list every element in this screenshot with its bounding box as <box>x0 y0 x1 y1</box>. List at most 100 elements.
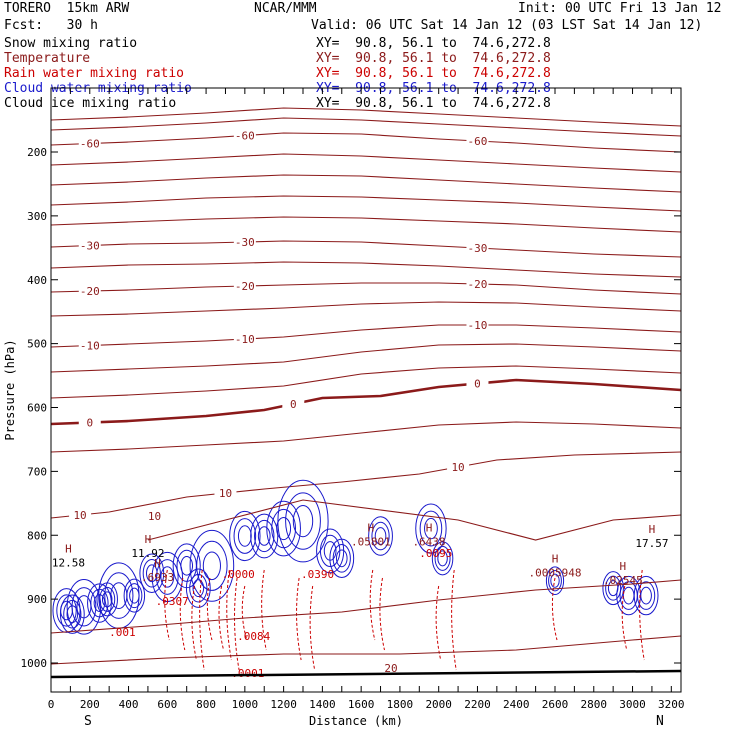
cloud-water-contour <box>229 510 261 562</box>
isotherm--3 <box>50 365 682 399</box>
y-tick-label: 600 <box>27 402 47 415</box>
cloud-water-contour <box>335 549 348 568</box>
isotherm-label--20: -20 <box>235 280 255 293</box>
isotherm--30 <box>50 240 682 258</box>
temperature-isotherms: -60 -60 -60 -30 -30 -30 -20 -20 -20 -10 -10 -10 0 0 0 1… <box>50 107 682 522</box>
cloud-water-contour <box>104 572 134 619</box>
x-axis-label: Distance (km) <box>309 714 403 728</box>
h-marker-value: .02545 <box>603 574 643 587</box>
cloud-water-contour <box>160 566 175 588</box>
cloud-water-contour <box>59 594 85 634</box>
isotherm-label-0: 0 <box>86 417 93 430</box>
contour-annotation: .0095 <box>419 547 452 560</box>
y-tick-label: 800 <box>27 529 47 542</box>
endpoint-south: S <box>84 714 92 729</box>
rain-water-contour <box>179 577 186 651</box>
legend-cloud-ice-xy: XY= 90.8, 56.1 to 74.6,272.8 <box>316 96 551 111</box>
isotherm--60b <box>50 117 682 137</box>
isotherm-label-10: 10 <box>219 487 232 500</box>
rain-water-contour <box>199 569 205 671</box>
cloud-water-contour <box>156 559 179 595</box>
rain-water-contour <box>621 585 628 651</box>
isotherm-label--20: -20 <box>80 285 100 298</box>
isotherm-label-bg <box>78 137 101 150</box>
contour-annotation: 10 <box>148 510 161 523</box>
cloud-water-contour <box>332 544 351 573</box>
cloud-water-contour <box>123 578 146 613</box>
rain-water-contour <box>379 577 385 651</box>
isotherm--26 <box>50 261 682 278</box>
cloud-water-contour <box>605 575 622 601</box>
rain-water-contour <box>551 577 558 641</box>
low-level-isotherm <box>50 635 682 665</box>
low-level-isotherm <box>147 499 682 541</box>
cloud-water-contour <box>56 594 77 627</box>
cloud-water-contour <box>99 586 116 612</box>
cloud-water-contour <box>237 525 252 547</box>
cloud-water-contour <box>374 527 387 545</box>
h-markers: H12.58H11.92H17.57H.6933H.05801H.6438H.0… <box>52 522 669 587</box>
y-tick-label: 1000 <box>21 657 48 670</box>
x-tick-label: 2200 <box>464 698 491 711</box>
x-tick-label: 3200 <box>658 698 685 711</box>
isotherm-label-0: 0 <box>290 398 297 411</box>
isotherm-label-0: 0 <box>474 378 481 391</box>
isotherm-label--10: -10 <box>468 319 488 332</box>
cloud-water-contour <box>185 568 211 608</box>
isotherm-label-bg <box>78 416 101 429</box>
cloud-water-contour <box>233 518 257 554</box>
h-marker: H <box>154 557 161 570</box>
ground-line <box>50 669 682 679</box>
y-tick-label: 200 <box>27 146 47 159</box>
isotherm--20 <box>50 282 682 295</box>
isotherm-label-bg <box>233 333 256 345</box>
cloud-water-contour <box>437 550 448 567</box>
rain-water-contour <box>309 585 316 671</box>
model-name: TORERO 15km ARW <box>4 1 130 16</box>
rain-water-contour <box>206 577 213 641</box>
isotherm-label--10: -10 <box>235 333 255 346</box>
isotherm--10 <box>50 324 682 348</box>
x-tick-label: 800 <box>196 698 216 711</box>
x-tick-label: 1600 <box>348 698 375 711</box>
legend-temperature-xy: XY= 90.8, 56.1 to 74.6,272.8 <box>316 51 551 66</box>
rain-water-contour <box>191 585 197 661</box>
contour-annotation: .0307 <box>156 595 189 608</box>
isotherm-label-bg <box>78 239 101 252</box>
x-tick-label: 1800 <box>387 698 414 711</box>
isotherm-label--30: -30 <box>80 240 100 253</box>
cloud-water-contour <box>434 545 451 571</box>
rain-water-contour <box>218 585 225 651</box>
low-level-isotherm <box>50 579 682 634</box>
cloud-water-contour <box>254 519 275 553</box>
cloud-water-contour <box>276 516 292 541</box>
isotherm-label--60: -60 <box>235 130 255 143</box>
h-marker: H <box>426 522 433 535</box>
x-tick-label: 2800 <box>581 698 608 711</box>
h-marker: H <box>368 522 375 535</box>
cloud-water-contour <box>71 587 97 627</box>
x-tick-label: 1400 <box>309 698 336 711</box>
cloud-water-contour <box>192 579 205 598</box>
isotherm-label-10: 10 <box>73 509 86 522</box>
cloud-water-contour <box>419 510 443 547</box>
h-marker-value: 11.92 <box>131 547 164 560</box>
valid-time: Valid: 06 UTC Sat 14 Jan 12 (03 LST Sat … <box>311 18 703 33</box>
cloud-water-contour <box>602 571 624 606</box>
legend-rain-label: Rain water mixing ratio <box>4 66 185 81</box>
cloud-water-contour <box>250 513 279 559</box>
cloud-water-contour <box>93 594 106 612</box>
isotherm-3 <box>50 421 682 453</box>
precip-contours: .001 .0307 .0001 .0095 .0000 .0390 .0084 20 10 <box>50 479 682 680</box>
h-marker: H <box>620 560 627 573</box>
cloud-water-contour <box>633 575 659 616</box>
cloud-water-contour <box>368 516 393 556</box>
isotherm-10 <box>50 451 682 519</box>
isotherm-label-bg <box>78 339 101 352</box>
h-marker: H <box>65 543 72 556</box>
cloud-water-contour <box>151 551 184 603</box>
h-marker: H <box>145 533 152 546</box>
y-tick-label: 400 <box>27 274 47 287</box>
cloud-water-contour <box>371 521 390 551</box>
isotherm-label--20: -20 <box>468 278 488 291</box>
